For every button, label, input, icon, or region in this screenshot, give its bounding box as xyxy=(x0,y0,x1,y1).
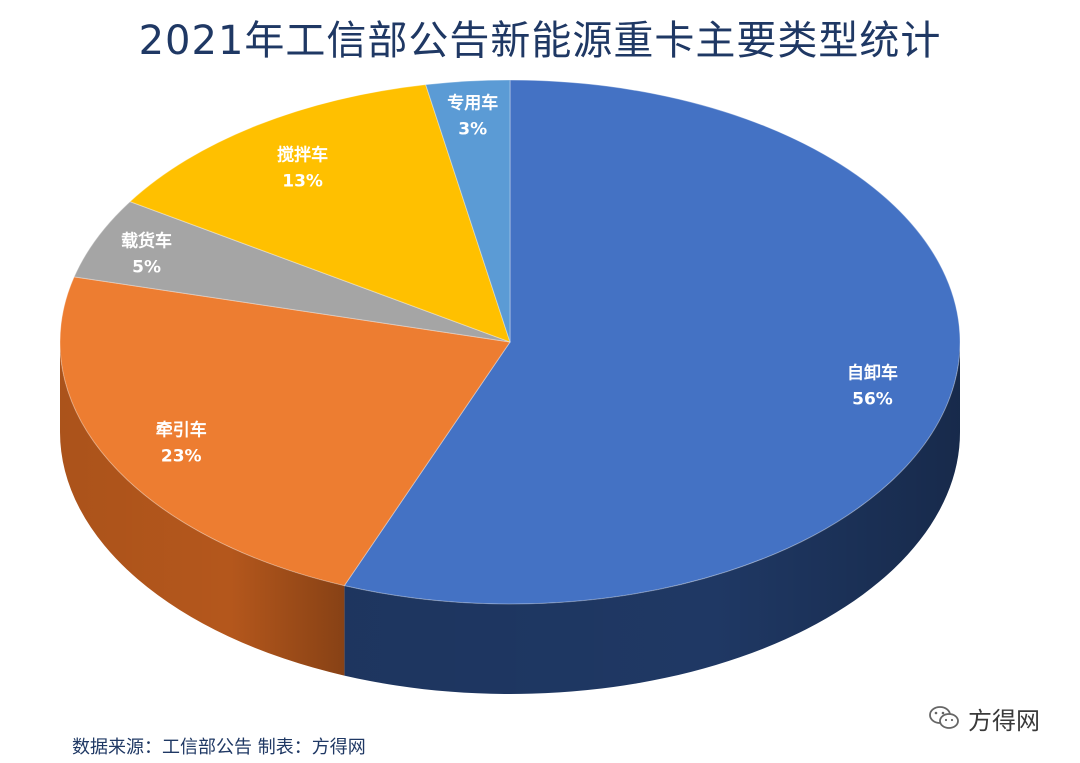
slice-2 xyxy=(73,201,511,343)
source-note: 数据来源：工信部公告 制表：方得网 xyxy=(72,737,366,758)
slice-0-side-shade xyxy=(344,342,960,694)
slice-3 xyxy=(129,84,511,343)
slice-4-value-label: 3% xyxy=(458,119,487,139)
slice-4 xyxy=(425,79,511,343)
slice-4-label: 专用车 xyxy=(447,92,498,113)
slice-1 xyxy=(59,276,511,587)
chart-title: 2021年工信部公告新能源重卡主要类型统计 xyxy=(138,18,942,64)
slice-1-side-shade xyxy=(60,342,345,676)
slice-2-value-label: 5% xyxy=(132,257,161,277)
wechat-icon xyxy=(929,706,959,729)
slice-0 xyxy=(343,79,961,605)
slice-1-label: 牵引车 xyxy=(156,420,207,441)
slice-1-value-label: 23% xyxy=(161,447,202,467)
slice-3-label: 搅拌车 xyxy=(277,144,328,165)
slice-2-label: 载货车 xyxy=(121,230,172,251)
watermark: 方得网 xyxy=(928,700,1040,736)
slice-3-value-label: 13% xyxy=(282,171,323,191)
slice-0-value-label: 56% xyxy=(852,389,893,409)
slice-0-label: 自卸车 xyxy=(847,362,898,383)
watermark-text: 方得网 xyxy=(968,706,1040,735)
